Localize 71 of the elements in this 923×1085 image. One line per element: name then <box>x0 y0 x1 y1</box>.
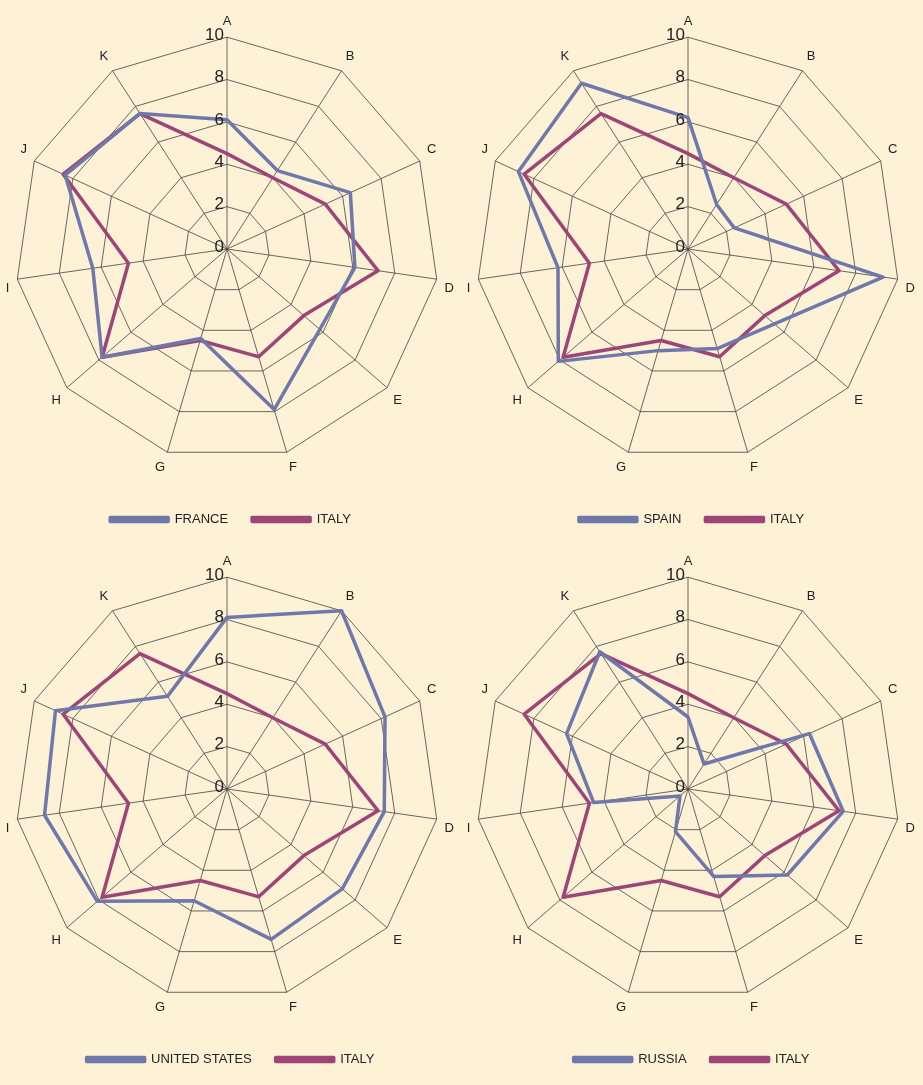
spoke-label: G <box>154 459 166 475</box>
spoke-label: G <box>615 459 627 475</box>
spoke-label: D <box>905 819 915 835</box>
spoke-label: J <box>20 681 28 697</box>
y-tick-label: 8 <box>214 67 224 87</box>
legend-label: RUSSIA <box>638 1051 687 1067</box>
y-tick-label: 2 <box>675 734 685 754</box>
spoke-label: I <box>466 819 471 835</box>
spoke-label: H <box>51 392 61 408</box>
y-tick-label: 10 <box>666 24 685 44</box>
spoke-label: F <box>749 999 758 1015</box>
spoke-label: B <box>345 47 355 63</box>
spoke-label: H <box>512 392 522 408</box>
spoke-label: K <box>560 587 570 603</box>
spoke-label: C <box>426 681 437 697</box>
spoke-label: A <box>683 552 693 568</box>
y-tick-label: 6 <box>214 109 224 129</box>
spoke-label: H <box>51 932 61 948</box>
spoke-label: B <box>345 587 355 603</box>
spoke-label: C <box>887 141 898 157</box>
spoke-label: B <box>806 47 816 63</box>
y-tick-label: 10 <box>666 564 685 584</box>
spoke-label: J <box>20 141 28 157</box>
legend-label: ITALY <box>340 1051 375 1067</box>
spoke-label: F <box>288 459 297 475</box>
y-tick-label: 4 <box>675 151 685 171</box>
spoke-label: D <box>444 279 454 295</box>
y-tick-label: 4 <box>214 691 224 711</box>
spoke-label: D <box>905 279 915 295</box>
y-tick-label: 10 <box>205 24 224 44</box>
spoke-label: K <box>99 587 109 603</box>
spoke-label: I <box>466 279 471 295</box>
spoke-label: F <box>288 999 297 1015</box>
y-tick-label: 2 <box>675 194 685 214</box>
spoke-label: F <box>749 459 758 475</box>
spoke-label: C <box>426 141 437 157</box>
spoke-label: E <box>854 932 864 948</box>
legend-label: ITALY <box>316 511 352 527</box>
spoke-label: E <box>393 932 403 948</box>
y-tick-label: 2 <box>214 194 224 214</box>
spoke-label: J <box>481 141 489 157</box>
y-tick-label: 2 <box>214 734 224 754</box>
y-tick-label: 8 <box>675 607 685 627</box>
spoke-label: A <box>222 552 232 568</box>
spoke-label: G <box>154 999 166 1015</box>
y-tick-label: 6 <box>214 649 224 669</box>
y-tick-label: 8 <box>214 607 224 627</box>
spoke-label: B <box>806 587 816 603</box>
y-tick-label: 4 <box>675 691 685 711</box>
spoke-label: I <box>5 279 10 295</box>
spoke-label: G <box>615 999 627 1015</box>
spoke-label: J <box>481 681 489 697</box>
spoke-label: E <box>393 392 403 408</box>
spoke-label: C <box>887 681 898 697</box>
spoke-label: H <box>512 932 522 948</box>
spoke-label: K <box>99 47 109 63</box>
y-tick-label: 6 <box>675 649 685 669</box>
spoke-label: K <box>560 47 570 63</box>
legend-label: SPAIN <box>643 511 682 527</box>
y-tick-label: 10 <box>205 564 224 584</box>
spoke-label: E <box>854 392 864 408</box>
legend-label: FRANCE <box>174 511 229 527</box>
legend-label: UNITED STATES <box>151 1051 253 1067</box>
spoke-label: I <box>5 819 10 835</box>
legend-label: ITALY <box>775 1051 810 1067</box>
y-tick-label: 4 <box>214 151 224 171</box>
legend-label: ITALY <box>769 511 805 527</box>
spoke-label: D <box>444 819 454 835</box>
spoke-label: A <box>222 12 232 28</box>
spoke-label: A <box>683 12 693 28</box>
y-tick-label: 8 <box>675 67 685 87</box>
